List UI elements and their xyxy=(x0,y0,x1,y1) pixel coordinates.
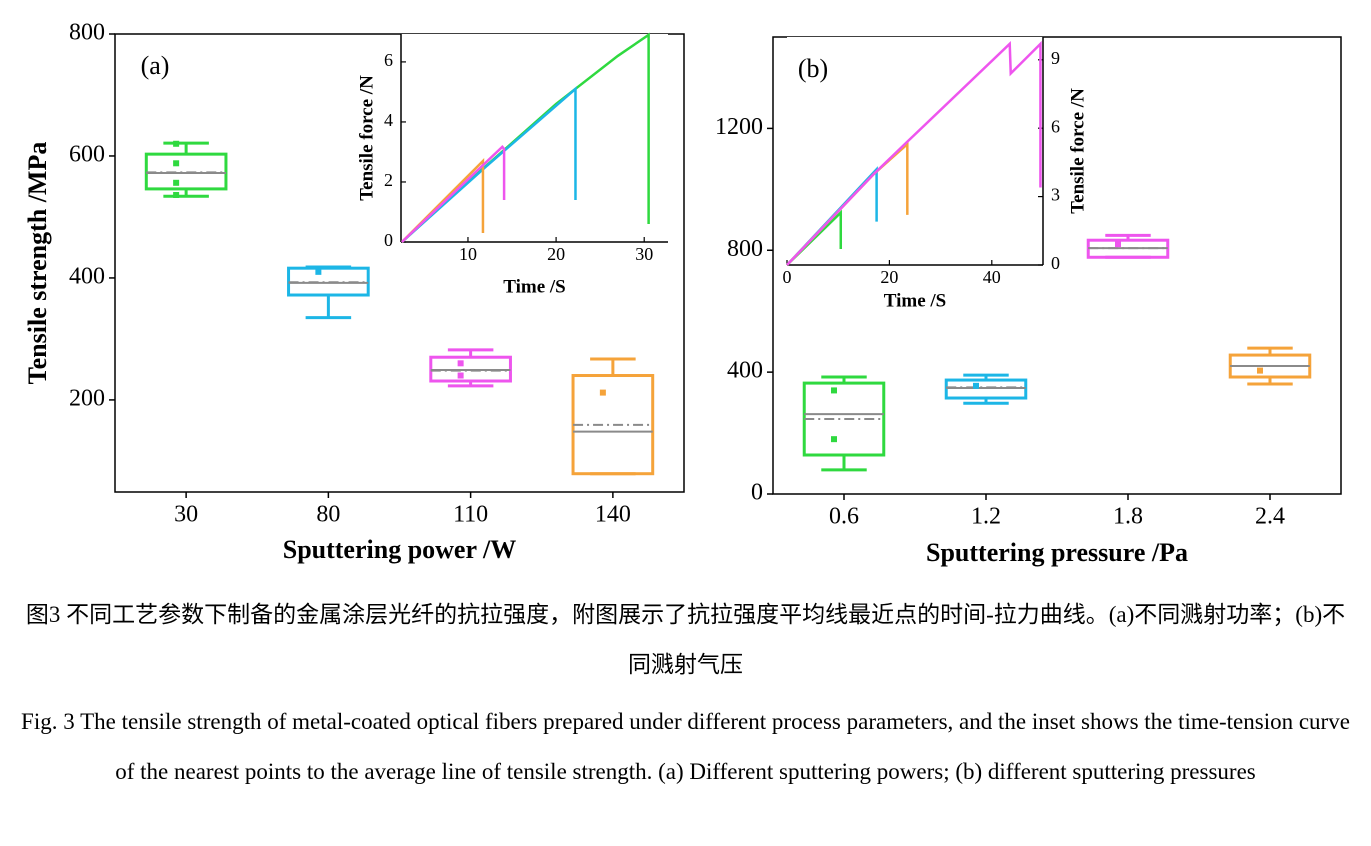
x-tick-label: 40 xyxy=(983,267,1001,287)
x-tick-label: 20 xyxy=(880,267,898,287)
y-tick-label: 2 xyxy=(384,170,393,190)
data-point xyxy=(173,160,180,167)
x-tick-label: 140 xyxy=(595,502,631,528)
y-tick-label: 800 xyxy=(69,20,105,46)
x-axis-label: Time /S xyxy=(884,290,946,311)
y-tick-label: 9 xyxy=(1051,48,1060,68)
y-tick-label: 0 xyxy=(384,230,393,250)
y-tick-label: 800 xyxy=(727,236,763,262)
y-tick-label: 0 xyxy=(1051,253,1060,273)
data-point xyxy=(831,436,837,443)
data-point xyxy=(599,389,606,396)
x-axis-label: Sputtering power /W xyxy=(283,535,517,564)
y-tick-label: 400 xyxy=(727,358,763,384)
x-tick-label: 2.4 xyxy=(1255,504,1285,530)
y-tick-label: 400 xyxy=(69,263,105,289)
y-axis-label: Tensile strength /MPa xyxy=(23,142,52,385)
y-tick-label: 600 xyxy=(69,141,105,167)
panel-label: (b) xyxy=(798,54,828,83)
x-tick-label: 110 xyxy=(453,502,488,528)
force-curve xyxy=(401,145,506,243)
x-tick-label: 1.2 xyxy=(971,504,1001,530)
data-point xyxy=(315,268,322,275)
x-tick-label: 10 xyxy=(459,244,477,264)
y-tick-label: 1200 xyxy=(715,114,763,140)
box xyxy=(944,378,1028,400)
y-axis-label: Tensile force /N xyxy=(1067,88,1088,214)
y-tick-label: 0 xyxy=(751,480,763,506)
data-point xyxy=(457,360,464,367)
inset-background xyxy=(787,37,1043,265)
y-tick-label: 200 xyxy=(69,385,105,411)
data-point xyxy=(1115,241,1121,248)
force-curve xyxy=(401,86,577,243)
x-tick-label: 1.8 xyxy=(1113,504,1143,530)
x-tick-label: 30 xyxy=(635,244,653,264)
data-point xyxy=(1257,367,1263,374)
force-curve xyxy=(786,40,1042,266)
x-tick-label: 0 xyxy=(783,267,792,287)
caption-zh: 图3 不同工艺参数下制备的金属涂层光纤的抗拉强度，附图展示了抗拉强度平均线最近点… xyxy=(25,602,1346,677)
x-tick-label: 0.6 xyxy=(829,504,859,530)
inset-background xyxy=(401,34,668,242)
x-tick-label: 80 xyxy=(316,502,340,528)
y-axis-label: Tensile force /N xyxy=(356,75,377,201)
y-tick-label: 6 xyxy=(1051,116,1060,136)
data-point xyxy=(173,179,180,186)
x-tick-label: 30 xyxy=(174,502,198,528)
y-tick-label: 6 xyxy=(384,50,393,70)
data-point xyxy=(173,140,180,147)
data-point xyxy=(831,387,837,394)
x-axis-label: Time /S xyxy=(503,276,565,297)
panel-label: (a) xyxy=(141,51,170,80)
data-point xyxy=(173,192,180,199)
y-tick-label: 4 xyxy=(384,110,393,130)
data-point xyxy=(457,372,464,379)
x-axis-label: Sputtering pressure /Pa xyxy=(926,538,1188,567)
caption-en: Fig. 3 The tensile strength of metal-coa… xyxy=(21,709,1350,784)
y-tick-label: 3 xyxy=(1051,185,1060,205)
x-tick-label: 20 xyxy=(547,244,565,264)
data-point xyxy=(973,382,979,389)
